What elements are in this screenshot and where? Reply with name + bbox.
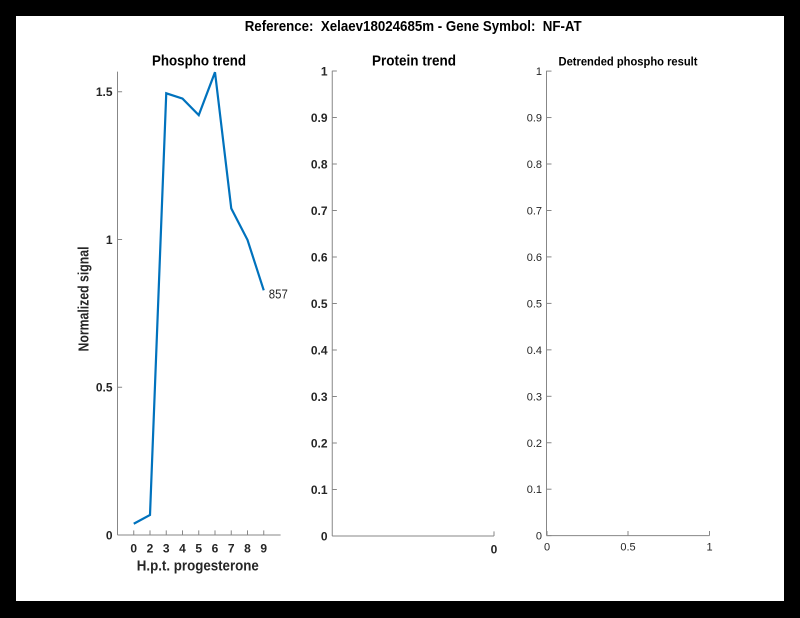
svg-text:0.4: 0.4 [527, 345, 542, 357]
svg-text:0.8: 0.8 [527, 159, 542, 171]
svg-text:0.3: 0.3 [527, 391, 542, 403]
svg-text:Normalized signal: Normalized signal [76, 247, 93, 352]
svg-text:Protein trend: Protein trend [372, 52, 456, 69]
svg-text:0.2: 0.2 [311, 436, 328, 450]
svg-text:857: 857 [269, 287, 288, 302]
svg-text:0: 0 [106, 528, 113, 542]
svg-text:0.9: 0.9 [311, 111, 328, 125]
svg-text:0.8: 0.8 [311, 157, 328, 171]
svg-text:1: 1 [706, 542, 712, 554]
svg-text:0.5: 0.5 [311, 297, 328, 311]
svg-text:6: 6 [212, 541, 219, 555]
svg-text:1.5: 1.5 [96, 85, 113, 99]
svg-text:1: 1 [106, 233, 113, 247]
svg-text:Reference: Xelaev18024685m -: Reference: Xelaev18024685m - Gene Symbol… [245, 19, 582, 35]
svg-text:1: 1 [536, 66, 542, 78]
svg-text:0: 0 [544, 542, 550, 554]
svg-text:0.6: 0.6 [527, 252, 542, 264]
svg-text:0.4: 0.4 [311, 343, 328, 357]
svg-text:0.2: 0.2 [527, 438, 542, 450]
svg-text:H.p.t. progesterone: H.p.t. progesterone [137, 558, 259, 575]
svg-text:0.3: 0.3 [311, 390, 328, 404]
svg-text:Detrended phospho result: Detrended phospho result [559, 55, 698, 69]
svg-text:9: 9 [260, 541, 267, 555]
svg-text:4: 4 [179, 541, 186, 555]
svg-text:0: 0 [491, 542, 498, 556]
svg-text:0.5: 0.5 [620, 542, 635, 554]
svg-text:8: 8 [244, 541, 251, 555]
svg-text:0.1: 0.1 [311, 483, 328, 497]
svg-text:3: 3 [163, 541, 170, 555]
svg-text:0: 0 [321, 529, 328, 543]
svg-text:1: 1 [321, 64, 328, 78]
svg-text:2: 2 [147, 541, 154, 555]
svg-text:0: 0 [536, 531, 542, 543]
svg-text:0.7: 0.7 [311, 204, 328, 218]
svg-text:0.7: 0.7 [527, 206, 542, 218]
svg-text:0.6: 0.6 [311, 250, 328, 264]
svg-text:0.1: 0.1 [527, 484, 542, 496]
svg-text:0.5: 0.5 [527, 298, 542, 310]
svg-text:0: 0 [130, 541, 137, 555]
svg-text:7: 7 [228, 541, 235, 555]
svg-text:5: 5 [195, 541, 202, 555]
svg-text:0.5: 0.5 [96, 381, 113, 395]
svg-text:Phospho trend: Phospho trend [152, 53, 246, 70]
svg-text:0.9: 0.9 [527, 113, 542, 125]
